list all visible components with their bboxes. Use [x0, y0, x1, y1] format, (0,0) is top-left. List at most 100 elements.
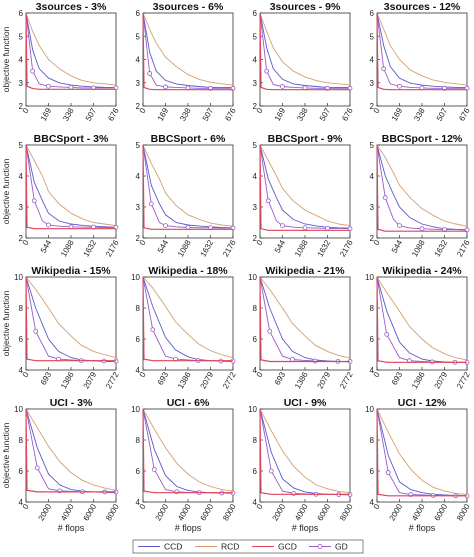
x-tick-label: 693	[390, 370, 405, 387]
series-line-rcd	[142, 408, 234, 492]
series-line-rcd	[142, 12, 234, 86]
x-tick-label: 2772	[338, 370, 355, 390]
series-line-rcd	[376, 12, 468, 86]
y-tick-label: 5	[19, 32, 24, 41]
x-tick-label: 0	[372, 502, 382, 511]
gd-marker	[33, 328, 39, 334]
subplot: Wikipedia - 18% 4 6 8 10 0 693 1386 2079 2772	[131, 265, 238, 390]
x-tick-label: 0	[255, 106, 265, 115]
x-tick-label: 0	[21, 502, 31, 511]
legend: CCD RCD GCD GD	[132, 539, 364, 554]
series-line-ccd	[25, 12, 116, 88]
series-line-ccd	[376, 144, 468, 231]
plot-area	[259, 12, 351, 107]
y-tick-label: 4	[136, 366, 141, 375]
legend-label-gcd: GCD	[278, 542, 297, 552]
x-tick-label: 2000	[154, 502, 171, 522]
gd-marker	[30, 68, 36, 74]
x-tick-label: 8000	[104, 502, 121, 522]
series-line-gcd	[376, 144, 467, 232]
x-tick-label: 544	[156, 238, 171, 255]
x-tick-label: 1386	[293, 370, 310, 390]
y-tick-label: 4	[19, 172, 24, 181]
series-line-rcd	[259, 144, 351, 227]
x-tick-label: 4000	[293, 502, 310, 522]
x-tick-label: 507	[201, 106, 216, 123]
x-tick-label: 4000	[176, 502, 193, 522]
y-tick-label: 10	[131, 273, 140, 282]
y-tick-label: 4	[253, 56, 258, 65]
series-line-gcd	[376, 276, 467, 363]
x-tick-label: 544	[273, 238, 288, 255]
x-tick-label: 6000	[82, 502, 99, 522]
series-line-ccd	[259, 12, 350, 88]
y-tick-label: 6	[19, 467, 24, 476]
series-line-gd	[142, 144, 233, 229]
x-tick-label: 0	[21, 238, 31, 247]
y-tick-label: 8	[253, 436, 258, 445]
y-tick-label: 10	[248, 405, 257, 414]
series-line-gd	[25, 12, 116, 89]
y-tick-label: 3	[370, 203, 375, 212]
gd-marker	[46, 222, 51, 228]
gd-marker	[267, 328, 273, 334]
plot-area	[25, 276, 117, 371]
x-tick-label: 1386	[176, 370, 193, 390]
gd-marker	[397, 83, 402, 89]
series-line-rcd	[376, 408, 468, 496]
series-line-ccd	[376, 12, 467, 88]
x-tick-label: 0	[372, 238, 382, 247]
x-tick-label: 507	[318, 106, 333, 123]
y-tick-label: 3	[19, 79, 24, 88]
y-tick-label: 8	[253, 304, 258, 313]
x-tick-label: 169	[273, 106, 288, 123]
plot-area	[259, 408, 351, 503]
x-tick-label: 2000	[388, 502, 405, 522]
y-tick-label: 2	[370, 234, 375, 243]
y-tick-label: 3	[370, 79, 375, 88]
subplot: Wikipedia - 15% 4 6 8 10 0 693 1386 2079 2772 obje…	[1, 265, 121, 390]
gd-marker	[280, 223, 285, 229]
y-tick-label: 6	[370, 335, 375, 344]
subplot-title: Wikipedia - 24%	[382, 265, 462, 277]
plot-area	[25, 408, 117, 503]
series-line-gcd	[376, 12, 467, 91]
subplot: BBCSport - 6% 2 3 4 5 0 544 1088 1632 2176	[136, 133, 238, 258]
series-line-ccd	[25, 144, 117, 228]
gd-marker	[382, 195, 388, 201]
subplot: UCI - 9% 4 6 8 10 0 2000 4000 6000 8000 # flops	[248, 397, 355, 533]
y-tick-label: 2	[253, 234, 258, 243]
subplot-title: UCI - 9%	[284, 397, 327, 409]
x-tick-label: 1088	[176, 238, 193, 258]
x-axis-label: # flops	[409, 523, 436, 533]
gd-marker	[397, 223, 402, 229]
legend-label-ccd: CCD	[164, 542, 182, 552]
x-tick-label: 2176	[455, 238, 472, 258]
gd-marker	[384, 331, 390, 337]
x-tick-label: 544	[39, 238, 54, 255]
subplot: BBCSport - 12% 2 3 4 5 0 544 1088 1632 2176	[370, 133, 472, 258]
y-tick-label: 5	[136, 32, 141, 41]
plot-area	[25, 144, 117, 239]
x-tick-label: 507	[84, 106, 99, 123]
x-tick-label: 2176	[104, 238, 121, 258]
legend-marker-gd	[317, 544, 323, 549]
gd-marker	[302, 225, 308, 231]
x-tick-label: 1386	[410, 370, 427, 390]
x-tick-label: 0	[138, 370, 148, 379]
series-line-gd	[259, 12, 350, 89]
subplot-title: BBCSport - 3%	[34, 133, 109, 145]
series-line-gcd	[376, 408, 467, 497]
y-tick-label: 4	[136, 56, 141, 65]
gd-marker	[280, 84, 285, 89]
y-tick-label: 5	[136, 141, 141, 150]
series-line-rcd	[142, 144, 234, 227]
plot-area	[142, 144, 234, 239]
series-line-gcd	[25, 276, 116, 362]
subplot-title: BBCSport - 9%	[268, 133, 343, 145]
series-line-gcd	[142, 144, 233, 230]
subplot: UCI - 6% 4 6 8 10 0 2000 4000 6000 8000 # flops	[131, 397, 238, 533]
x-tick-label: 2079	[199, 370, 216, 390]
series-line-gcd	[259, 144, 350, 231]
x-tick-label: 0	[372, 106, 382, 115]
